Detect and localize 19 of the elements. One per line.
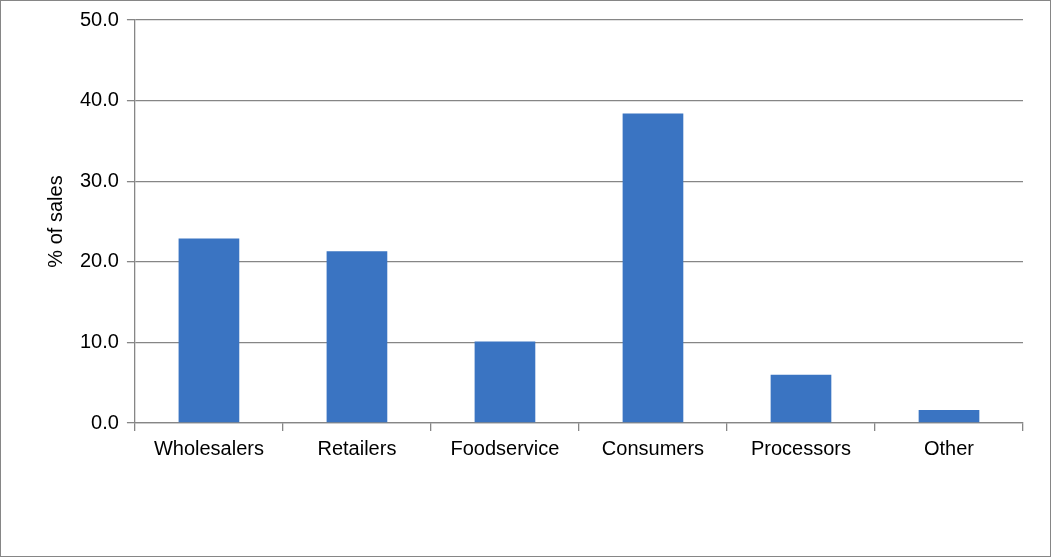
y-tick-label: 40.0 <box>79 88 119 111</box>
bar <box>178 238 240 423</box>
x-tick-label: Other <box>923 436 975 459</box>
y-axis-title: % of sales <box>43 175 66 268</box>
y-tick-label: 20.0 <box>79 249 119 272</box>
bar <box>326 251 388 423</box>
x-tick-label: Consumers <box>601 436 705 459</box>
x-tick-label: Foodservice <box>450 436 560 459</box>
x-tick-label: Processors <box>750 436 851 459</box>
bar <box>474 341 536 423</box>
y-tick-label: 10.0 <box>79 329 119 352</box>
bar <box>622 113 684 423</box>
bar <box>770 374 832 423</box>
bar <box>918 410 980 423</box>
y-tick-label: 30.0 <box>79 168 119 191</box>
x-tick-label: Wholesalers <box>153 436 264 459</box>
y-tick-label: 0.0 <box>91 410 119 433</box>
y-tick-label: 50.0 <box>79 7 119 30</box>
x-tick-label: Retailers <box>317 436 397 459</box>
